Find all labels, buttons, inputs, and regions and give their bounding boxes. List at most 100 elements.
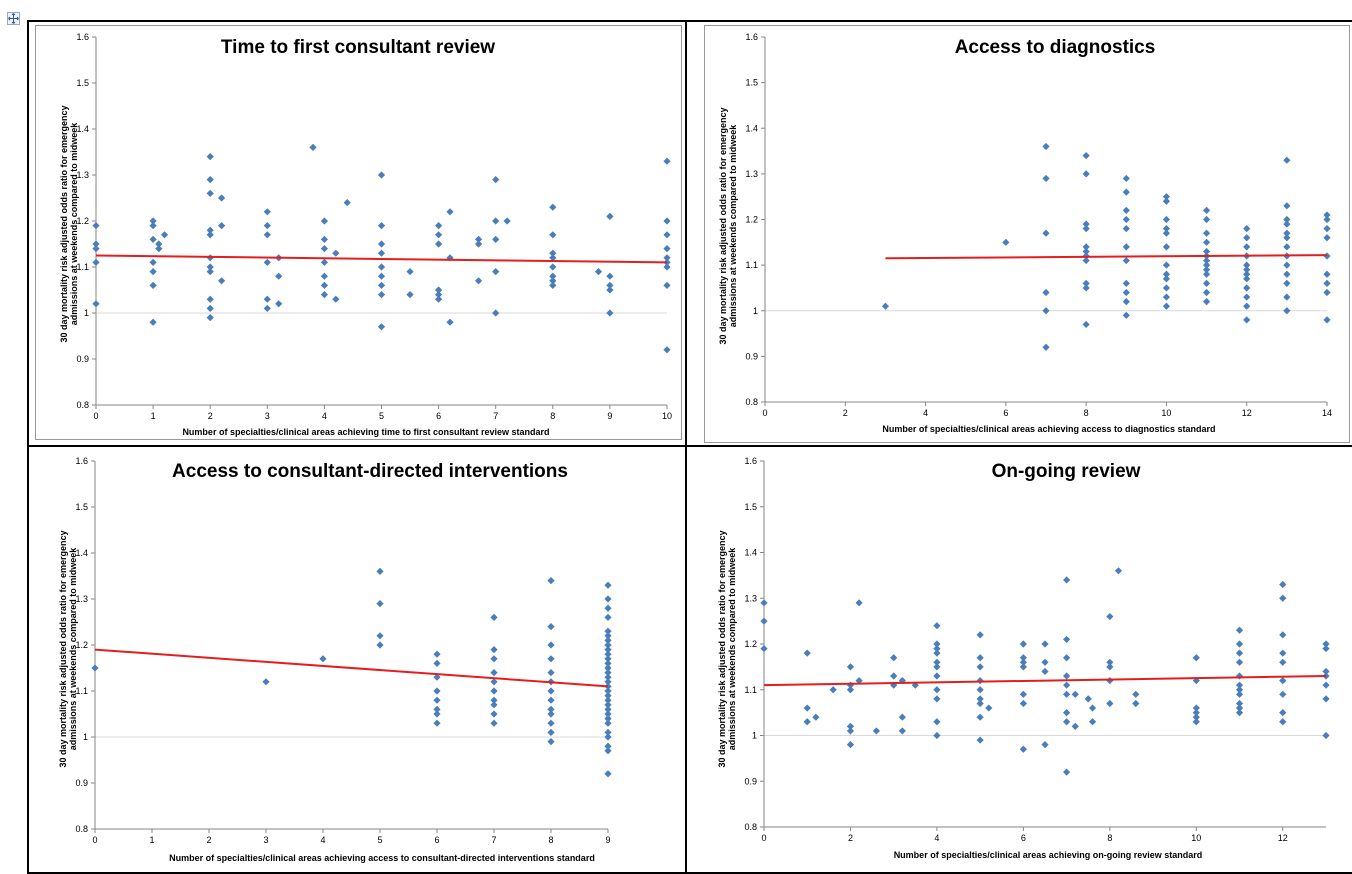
data-point xyxy=(206,268,214,276)
data-point xyxy=(1202,229,1211,237)
data-point xyxy=(218,194,226,202)
data-point xyxy=(663,231,671,239)
data-point xyxy=(976,677,984,685)
y-tick-label: 1.3 xyxy=(76,170,89,180)
data-point xyxy=(976,699,984,708)
data-point xyxy=(1192,654,1200,662)
chart-access-to-diagnostics: 0.8 0.9 1 1.1 1.2 1.3 1.4 1.5 1.6 0 2 4 6 8 10 12 14 Acc… xyxy=(718,32,1332,434)
data-point xyxy=(1106,658,1114,666)
x-tick-label: 8 xyxy=(1084,408,1089,418)
data-point xyxy=(1192,704,1200,712)
data-point xyxy=(1042,142,1050,151)
data-point xyxy=(319,655,327,663)
data-point xyxy=(547,719,555,727)
data-point xyxy=(1202,256,1211,265)
data-point xyxy=(263,231,271,239)
data-point xyxy=(490,719,498,727)
x-tick-label: 1 xyxy=(149,835,154,845)
data-point xyxy=(1202,247,1211,256)
data-point xyxy=(377,281,386,289)
data-point xyxy=(406,291,414,299)
data-point xyxy=(490,669,498,677)
data-point xyxy=(149,258,157,266)
data-point xyxy=(1235,699,1244,708)
x-tick-label: 7 xyxy=(493,411,498,421)
data-point xyxy=(1243,234,1251,242)
data-point xyxy=(547,623,555,631)
data-point xyxy=(490,678,498,686)
y-tick-label: 1.5 xyxy=(76,78,89,88)
data-point xyxy=(1122,188,1130,196)
data-point xyxy=(1063,690,1071,698)
x-tick-label: 0 xyxy=(92,835,97,845)
data-point xyxy=(1283,220,1291,228)
chart-title: Time to first consultant review xyxy=(221,37,495,58)
data-point xyxy=(206,176,214,184)
data-point xyxy=(1283,202,1291,210)
data-point xyxy=(663,281,671,289)
data-point xyxy=(92,222,100,230)
data-point xyxy=(1323,225,1331,233)
y-tick-label: 1 xyxy=(753,306,758,316)
data-point xyxy=(1019,663,1027,671)
x-tick-label: 7 xyxy=(491,835,496,845)
data-point xyxy=(1162,284,1171,292)
data-point xyxy=(1132,690,1140,698)
data-point xyxy=(206,263,214,271)
data-point xyxy=(1283,215,1291,224)
y-tick-label: 1.1 xyxy=(744,685,757,695)
data-point xyxy=(812,713,820,721)
data-point xyxy=(1019,745,1027,753)
data-point xyxy=(604,627,612,635)
data-point xyxy=(1082,247,1090,256)
data-point xyxy=(1235,686,1244,694)
move-handle-icon[interactable] xyxy=(7,12,20,25)
data-point xyxy=(547,577,555,585)
data-point xyxy=(1082,220,1090,228)
data-point xyxy=(1243,293,1251,301)
data-point xyxy=(377,291,386,299)
y-tick-label: 1.3 xyxy=(75,594,88,604)
y-tick-label: 1.6 xyxy=(75,456,88,466)
data-point xyxy=(1283,229,1291,237)
data-point xyxy=(1106,699,1114,708)
y-tick-label: 1.5 xyxy=(745,78,758,88)
data-point xyxy=(433,719,441,727)
x-tick-label: 4 xyxy=(934,833,939,843)
data-point xyxy=(1279,709,1287,717)
x-tick-label: 0 xyxy=(93,411,98,421)
data-point xyxy=(1323,215,1331,224)
y-axis-title-line-2: admissions at weekends compared to midwe… xyxy=(69,122,79,326)
data-point xyxy=(377,249,386,257)
chart-grid-table xyxy=(27,20,1352,874)
data-point xyxy=(263,258,271,266)
data-point xyxy=(976,695,984,703)
data-point xyxy=(549,281,557,289)
x-tick-label: 9 xyxy=(605,835,610,845)
y-tick-label: 0.8 xyxy=(744,822,757,832)
data-point xyxy=(1122,311,1130,319)
data-point xyxy=(320,258,328,266)
data-point xyxy=(846,663,855,671)
trend-line xyxy=(94,648,609,688)
data-point xyxy=(933,731,941,740)
data-point xyxy=(604,719,612,727)
data-point xyxy=(829,686,837,694)
trend-line xyxy=(95,254,668,264)
data-point xyxy=(1235,640,1244,648)
y-tick-label: 1.4 xyxy=(76,124,89,134)
data-point xyxy=(1279,658,1287,666)
data-point xyxy=(1283,307,1291,315)
x-tick-label: 8 xyxy=(550,411,555,421)
data-point xyxy=(263,208,271,216)
data-point xyxy=(1122,256,1130,265)
data-point xyxy=(872,727,880,735)
data-point xyxy=(1063,672,1071,680)
y-tick-label: 0.8 xyxy=(76,400,89,410)
data-point xyxy=(1162,302,1171,310)
x-tick-label: 4 xyxy=(322,411,327,421)
data-point xyxy=(1042,288,1050,297)
data-point xyxy=(604,655,612,663)
data-point xyxy=(320,245,328,253)
y-tick-label: 1.6 xyxy=(76,32,89,42)
